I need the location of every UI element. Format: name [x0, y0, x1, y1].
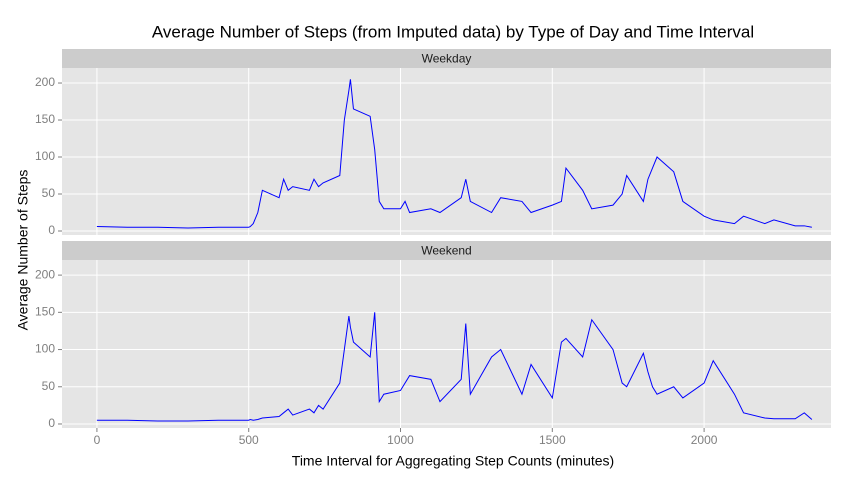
x-tick-label: 500	[239, 433, 259, 447]
y-tick-label: 150	[35, 112, 55, 126]
y-tick-label: 200	[35, 75, 55, 89]
y-tick-label: 50	[42, 379, 56, 393]
y-tick-label: 50	[42, 186, 56, 200]
facet-strip	[62, 241, 831, 260]
x-tick-label: 0	[94, 433, 101, 447]
y-tick-label: 0	[48, 223, 55, 237]
y-tick-label: 200	[35, 267, 55, 281]
facet-strip	[62, 49, 831, 68]
x-tick-label: 2000	[691, 433, 718, 447]
x-axis-label: Time Interval for Aggregating Step Count…	[292, 453, 614, 469]
y-axis-label: Average Number of Steps	[15, 170, 31, 331]
chart-title: Average Number of Steps (from Imputed da…	[152, 22, 754, 41]
panel	[62, 68, 831, 235]
y-tick-label: 0	[48, 416, 55, 430]
data-line	[96, 312, 813, 422]
y-tick-label: 100	[35, 342, 55, 356]
panel	[62, 260, 831, 428]
y-tick-label: 150	[35, 304, 55, 318]
facet-label: Weekend	[421, 244, 471, 258]
y-tick-label: 100	[35, 149, 55, 163]
x-tick-label: 1500	[539, 433, 566, 447]
facet-label: Weekday	[422, 52, 472, 66]
data-line	[96, 79, 812, 229]
x-tick-label: 1000	[387, 433, 414, 447]
